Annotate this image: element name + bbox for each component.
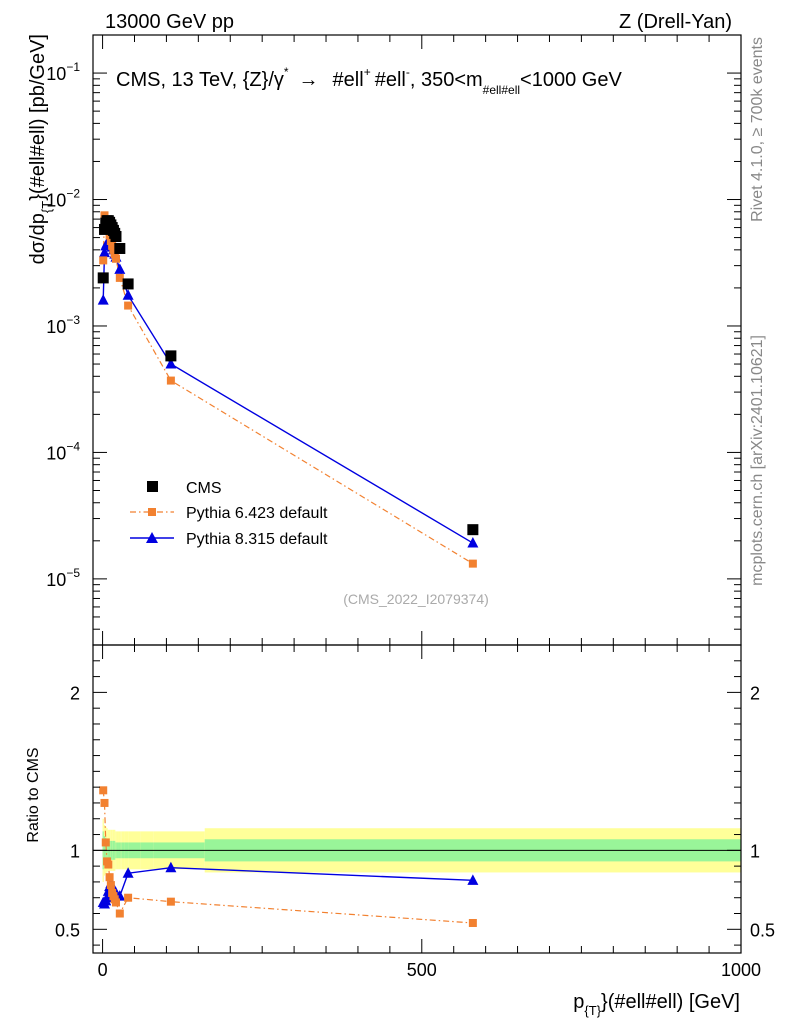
data-point-cms — [467, 524, 479, 536]
mcplots-label: mcplots.cern.ch [arXiv:2401.10621] — [749, 335, 766, 586]
ratio-point-pythia6 — [100, 798, 109, 807]
y-tick-label: 10−4 — [46, 439, 80, 463]
x-axis-label: p{T}}(#ell#ell) [GeV] — [573, 991, 740, 1018]
ratio-point-pythia6 — [111, 898, 120, 907]
x-tick-label: 0 — [98, 960, 108, 980]
ratio-line-pythia6 — [102, 790, 473, 924]
data-markers — [97, 211, 479, 927]
header-right: Z (Drell-Yan) — [619, 11, 732, 33]
data-point-pythia6 — [468, 559, 477, 568]
data-point-cms — [98, 223, 110, 235]
ratio-tick-label-left: 0.5 — [55, 920, 80, 940]
data-point-pythia8 — [98, 246, 110, 258]
data-point-pythia6 — [166, 376, 175, 385]
data-point-pythia6 — [110, 250, 119, 259]
y-tick-label: 10−1 — [46, 60, 80, 84]
data-point-cms — [110, 230, 122, 242]
y-tick-label: 10−2 — [46, 187, 80, 211]
data-point-cms — [122, 278, 134, 290]
ratio-point-pythia8 — [165, 861, 177, 873]
axis-tick-labels: 10−1 10−2 10−3 10−4 10−5 0 500 1000 0.5 0.5 1 1 2 2 — [46, 60, 775, 980]
ratio-point-pythia6 — [105, 873, 114, 882]
legend-marker-cms — [147, 481, 158, 492]
ratio-tick-label-left: 1 — [70, 841, 80, 861]
data-point-pythia6 — [99, 256, 108, 265]
chart-title: CMS, 13 TeV, {Z}/γ* → #ell+ #ell-, 350<m#el… — [116, 65, 622, 97]
analysis-watermark: (CMS_2022_I2079374) — [343, 591, 489, 607]
ratio-axis-label: Ratio to CMS — [25, 747, 42, 842]
data-point-pythia6 — [115, 273, 124, 282]
upper-frame — [92, 34, 742, 646]
data-point-pythia6 — [111, 254, 120, 263]
x-tick-label: 500 — [407, 960, 437, 980]
x-tick-label: 1000 — [721, 960, 761, 980]
legend: CMS Pythia 6.423 default Pythia 8.315 de… — [130, 480, 328, 548]
y-tick-label: 10−5 — [46, 566, 80, 590]
ratio-point-pythia6 — [124, 893, 133, 902]
ratio-point-pythia8 — [467, 874, 479, 885]
series-line-pythia8 — [102, 242, 474, 544]
legend-marker-pythia8 — [146, 532, 158, 543]
rivet-version-label: Rivet 4.1.0, ≥ 700k events — [749, 37, 766, 222]
ratio-point-pythia6 — [99, 786, 108, 795]
ratio-line-pythia8 — [102, 867, 473, 906]
data-point-cms — [165, 350, 177, 362]
data-point-pythia6 — [124, 301, 133, 310]
ratio-tick-label-right: 0.5 — [750, 920, 775, 940]
ratio-tick-label-right: 2 — [750, 683, 760, 703]
data-point-pythia6 — [109, 245, 118, 254]
ratio-point-pythia6 — [166, 897, 175, 906]
data-point-cms — [114, 242, 126, 254]
lower-frame — [92, 644, 742, 954]
data-point-pythia8 — [97, 294, 109, 305]
ratio-tick-label-right: 1 — [750, 841, 760, 861]
ratio-point-pythia8 — [122, 867, 134, 878]
legend-marker-pythia6 — [148, 508, 156, 516]
data-point-pythia8 — [114, 263, 126, 274]
data-point-cms — [97, 272, 109, 284]
header-left: 13000 GeV pp — [105, 11, 234, 33]
y-axis-label: dσ/dp{T}(#ell#ell) [pb/GeV] — [27, 34, 54, 264]
ratio-point-pythia6 — [115, 909, 124, 918]
data-point-pythia8 — [467, 537, 479, 548]
ratio-point-pythia6 — [101, 838, 110, 847]
legend-label-pythia6: Pythia 6.423 default — [186, 505, 328, 522]
y-tick-label: 10−3 — [46, 313, 80, 337]
data-point-pythia8 — [165, 358, 177, 369]
ratio-tick-label-left: 2 — [70, 683, 80, 703]
legend-label-pythia8: Pythia 8.315 default — [186, 531, 328, 548]
ratio-point-pythia6 — [106, 881, 115, 890]
legend-label-cms: CMS — [186, 480, 222, 497]
ratio-point-pythia6 — [104, 860, 113, 869]
axis-ticks — [93, 34, 742, 953]
data-point-pythia8 — [122, 289, 134, 300]
uncertainty-band — [93, 818, 741, 882]
ratio-point-pythia6 — [468, 918, 477, 927]
